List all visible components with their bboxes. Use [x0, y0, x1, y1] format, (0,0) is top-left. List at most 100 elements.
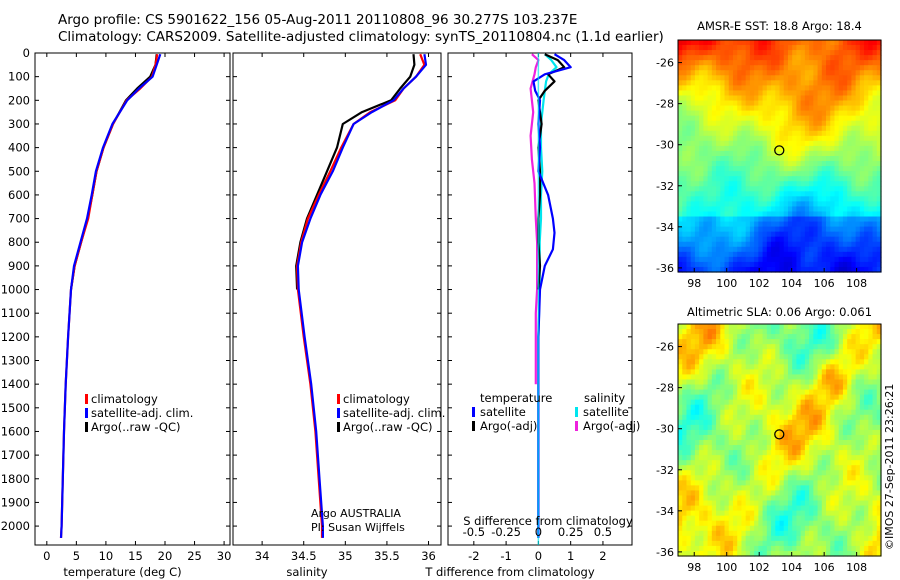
heatmap-cell [745, 211, 751, 218]
heatmap-cell [678, 261, 683, 268]
heatmap-cell [749, 485, 755, 492]
heatmap-cell [787, 85, 793, 92]
heatmap-cell [809, 364, 814, 370]
heatmap-cell [813, 60, 819, 66]
heatmap-cell [842, 475, 848, 481]
heatmap-cell [859, 374, 865, 381]
heatmap-cell [762, 339, 768, 345]
heatmap-cell [678, 490, 683, 497]
heatmap-cell [682, 40, 688, 46]
heatmap-cell [686, 221, 692, 228]
heatmap-cell [678, 80, 683, 86]
heatmap-cell [821, 530, 827, 537]
heatmap-cell [686, 166, 692, 172]
heatmap-cell [876, 450, 882, 456]
heatmap-cell [813, 505, 819, 512]
heatmap-cell [732, 369, 738, 376]
heatmap-cell [703, 50, 709, 56]
heatmap-cell [766, 45, 772, 51]
heatmap-cell [813, 85, 819, 92]
heatmap-cell [707, 191, 713, 197]
heatmap-cell [720, 374, 726, 381]
heatmap-cell [716, 85, 721, 92]
heatmap-cell [804, 545, 810, 552]
heatmap-cell [732, 460, 738, 466]
heatmap-cell [809, 404, 814, 411]
heatmap-cell [813, 115, 819, 122]
heatmap-cell [690, 60, 696, 66]
heatmap-cell [694, 434, 700, 441]
heatmap-cell [707, 231, 713, 238]
heatmap-cell [834, 266, 840, 273]
heatmap-cell [800, 510, 806, 517]
heatmap-cell [686, 95, 692, 102]
heatmap-cell [694, 261, 700, 268]
heatmap-cell [682, 120, 688, 127]
heatmap-cell [787, 545, 793, 552]
heatmap-cell [694, 530, 700, 537]
heatmap-cell [711, 171, 717, 177]
heatmap-cell [847, 450, 852, 456]
heatmap-cell [876, 45, 882, 51]
heatmap-cell [754, 186, 759, 192]
heatmap-cell [737, 130, 743, 137]
heatmap-cell [787, 226, 793, 233]
heatmap-cell [699, 329, 704, 335]
heatmap-cell [809, 359, 814, 365]
heatmap-cell [842, 135, 848, 142]
heatmap-cell [711, 241, 717, 248]
heatmap-cell [779, 161, 785, 167]
heatmap-cell [796, 339, 802, 345]
heatmap-cell [749, 105, 755, 112]
heatmap-cell [787, 241, 793, 248]
heatmap-cell [876, 261, 882, 268]
heatmap-cell [766, 409, 772, 416]
heatmap-cell [766, 475, 772, 481]
heatmap-cell [690, 125, 696, 132]
heatmap-cell [792, 266, 798, 273]
heatmap-cell [694, 359, 700, 365]
heatmap-cell [851, 399, 857, 406]
heatmap-cell [804, 145, 810, 152]
heatmap-cell [787, 384, 793, 391]
heatmap-cell [749, 510, 755, 517]
heatmap-cell [779, 105, 785, 112]
heatmap-cell [834, 329, 840, 335]
heatmap-cell [766, 379, 772, 386]
heatmap-cell [766, 545, 772, 552]
heatmap-cell [876, 135, 882, 142]
heatmap-cell [830, 55, 836, 61]
heatmap-cell [741, 445, 747, 451]
heatmap-cell [775, 339, 781, 345]
heatmap-cell [779, 399, 785, 406]
heatmap-cell [758, 404, 764, 411]
heatmap-cell [720, 394, 726, 401]
heatmap-cell [872, 145, 878, 152]
heatmap-cell [694, 414, 700, 421]
heatmap-cell [834, 145, 840, 152]
heatmap-cell [716, 349, 721, 355]
heatmap-cell [821, 226, 827, 233]
heatmap-cell [783, 525, 789, 532]
heatmap-cell [872, 520, 878, 527]
heatmap-cell [694, 70, 700, 76]
heatmap-cell [766, 186, 772, 192]
heatmap-cell [817, 196, 823, 202]
series-line-satelliteadjclim [296, 54, 428, 538]
heatmap-cell [830, 166, 836, 172]
heatmap-cell [834, 95, 840, 102]
heatmap-cell [809, 55, 814, 61]
heatmap-cell [716, 495, 721, 502]
heatmap-cell [813, 50, 819, 56]
heatmap-cell [771, 480, 776, 486]
heatmap-cell [834, 409, 840, 416]
heatmap-cell [766, 334, 772, 340]
heatmap-cell [686, 520, 692, 527]
heatmap-cell [741, 130, 747, 137]
heatmap-cell [694, 186, 700, 192]
heatmap-cell [868, 349, 874, 355]
heatmap-cell [872, 80, 878, 86]
heatmap-cell [830, 65, 836, 71]
heatmap-cell [838, 196, 844, 202]
